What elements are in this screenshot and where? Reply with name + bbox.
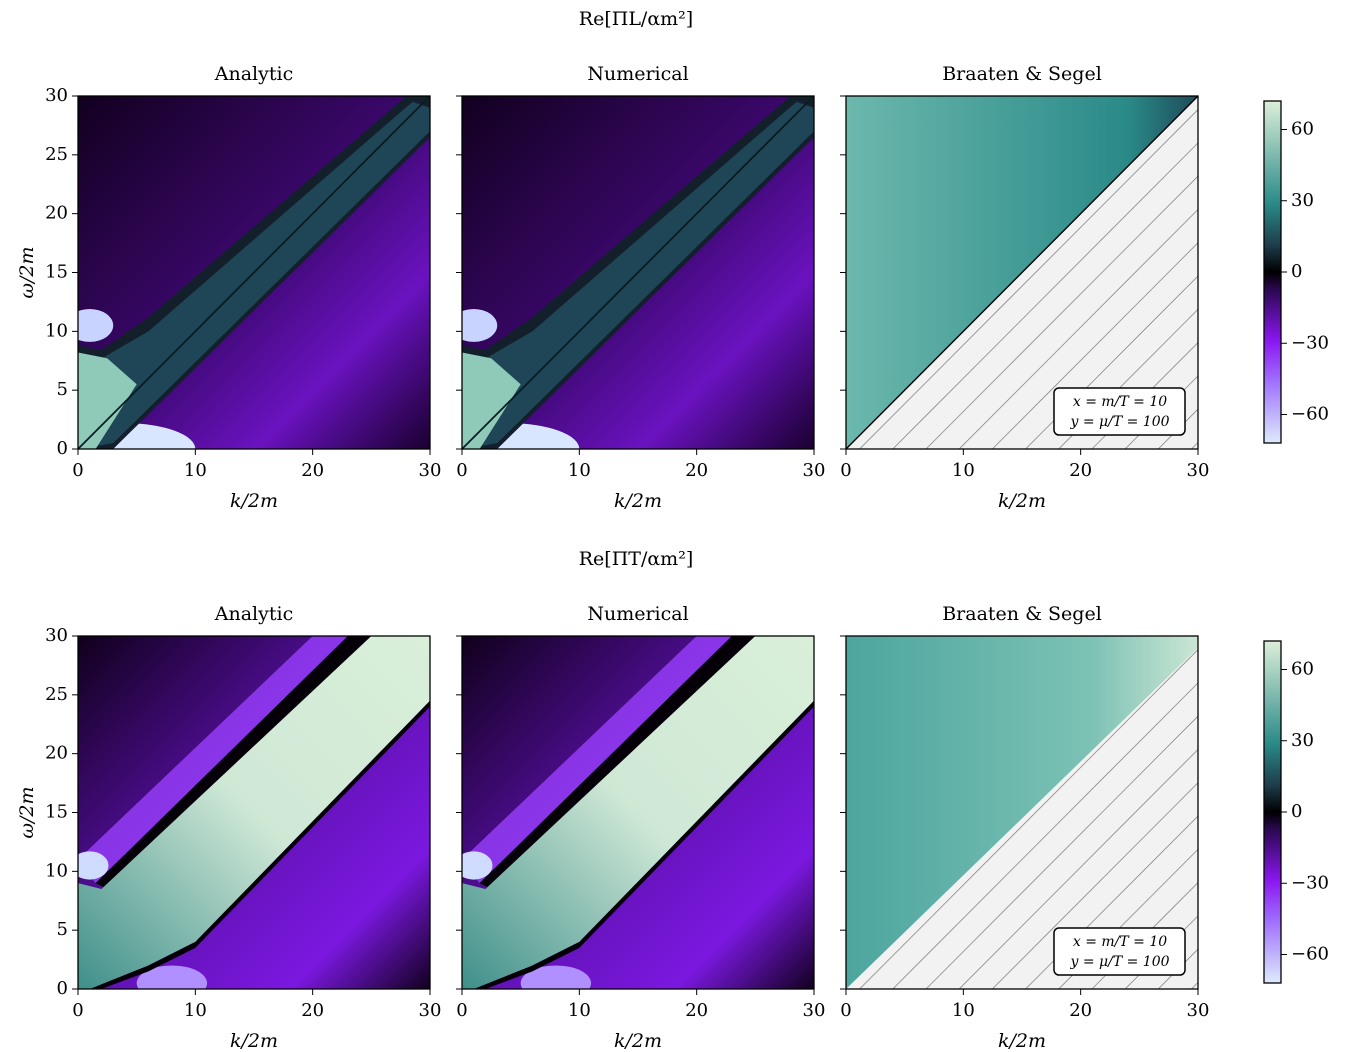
x-tick-label: 30 <box>803 460 826 481</box>
colorbar-tick-label: −60 <box>1291 404 1329 425</box>
y-tick-label: 15 <box>45 262 68 283</box>
annotation: y = μ/T = 100 <box>1069 954 1169 970</box>
y-tick-label: 20 <box>45 203 68 224</box>
colorbar-tick-label: 60 <box>1291 659 1314 680</box>
annotation-box <box>1053 927 1186 976</box>
annotation: y = μ/T = 100 <box>1069 414 1169 430</box>
panel-title: Braaten & Segel <box>942 603 1102 625</box>
y-tick-label: 5 <box>57 919 68 940</box>
x-tick-label: 30 <box>419 1000 442 1021</box>
colorbar-tick-label: −30 <box>1291 872 1329 893</box>
y-tick-label: 10 <box>45 320 68 341</box>
heatmap <box>462 636 814 989</box>
y-tick-label: 0 <box>57 978 68 999</box>
colorbar-tick-label: 30 <box>1291 730 1314 751</box>
x-axis-label: k/2m <box>614 1030 662 1052</box>
x-tick-label: 30 <box>419 460 442 481</box>
colorbar-tick-label: 0 <box>1291 801 1302 822</box>
colorbar-tick-label: −30 <box>1291 332 1329 353</box>
panel-title: Analytic <box>214 603 293 625</box>
colorbar <box>1263 640 1282 984</box>
x-axis-label: k/2m <box>614 490 662 512</box>
x-tick-label: 20 <box>1069 1000 1092 1021</box>
panel-title: Braaten & Segel <box>942 63 1102 85</box>
y-tick-label: 10 <box>45 860 68 881</box>
y-tick-label: 30 <box>45 85 68 106</box>
x-tick-label: 30 <box>803 1000 826 1021</box>
y-tick-label: 5 <box>57 379 68 400</box>
heatmap <box>462 96 814 449</box>
x-tick-label: 20 <box>301 1000 324 1021</box>
y-tick-label: 15 <box>45 802 68 823</box>
colorbar-tick-label: 0 <box>1291 261 1302 282</box>
x-tick-label: 10 <box>952 1000 975 1021</box>
y-tick-label: 25 <box>45 144 68 165</box>
x-tick-label: 0 <box>72 460 83 481</box>
annotation: x = m/T = 10 <box>1073 934 1167 950</box>
x-tick-label: 0 <box>456 460 467 481</box>
x-tick-label: 30 <box>1187 1000 1210 1021</box>
heatmap <box>78 636 430 989</box>
x-tick-label: 20 <box>685 460 708 481</box>
figure-title: Re[ΠT/αm²] <box>579 548 693 570</box>
x-tick-label: 0 <box>840 1000 851 1021</box>
x-axis-label: k/2m <box>230 1030 278 1052</box>
x-tick-label: 10 <box>184 1000 207 1021</box>
panel-title: Analytic <box>214 63 293 85</box>
x-tick-label: 20 <box>685 1000 708 1021</box>
colorbar-tick-label: 60 <box>1291 119 1314 140</box>
x-tick-label: 10 <box>568 460 591 481</box>
figure-title: Re[ΠL/αm²] <box>579 8 693 30</box>
x-axis-label: k/2m <box>230 490 278 512</box>
x-tick-label: 30 <box>1187 460 1210 481</box>
x-tick-label: 10 <box>184 460 207 481</box>
y-axis-label: ω/2m <box>16 787 38 839</box>
y-tick-label: 0 <box>57 438 68 459</box>
x-tick-label: 0 <box>840 460 851 481</box>
colorbar-tick-label: 30 <box>1291 190 1314 211</box>
y-tick-label: 30 <box>45 625 68 646</box>
x-axis-label: k/2m <box>998 1030 1046 1052</box>
y-tick-label: 20 <box>45 743 68 764</box>
x-tick-label: 10 <box>952 460 975 481</box>
panel-title: Numerical <box>587 63 688 85</box>
y-axis-label: ω/2m <box>16 247 38 299</box>
heatmap <box>78 96 430 449</box>
x-axis-label: k/2m <box>998 490 1046 512</box>
x-tick-label: 0 <box>72 1000 83 1021</box>
y-tick-label: 25 <box>45 684 68 705</box>
x-tick-label: 20 <box>1069 460 1092 481</box>
annotation-box <box>1053 387 1186 436</box>
colorbar-tick-label: −60 <box>1291 944 1329 965</box>
colorbar <box>1263 100 1282 444</box>
x-tick-label: 0 <box>456 1000 467 1021</box>
annotation: x = m/T = 10 <box>1073 394 1167 410</box>
x-tick-label: 10 <box>568 1000 591 1021</box>
panel-title: Numerical <box>587 603 688 625</box>
x-tick-label: 20 <box>301 460 324 481</box>
